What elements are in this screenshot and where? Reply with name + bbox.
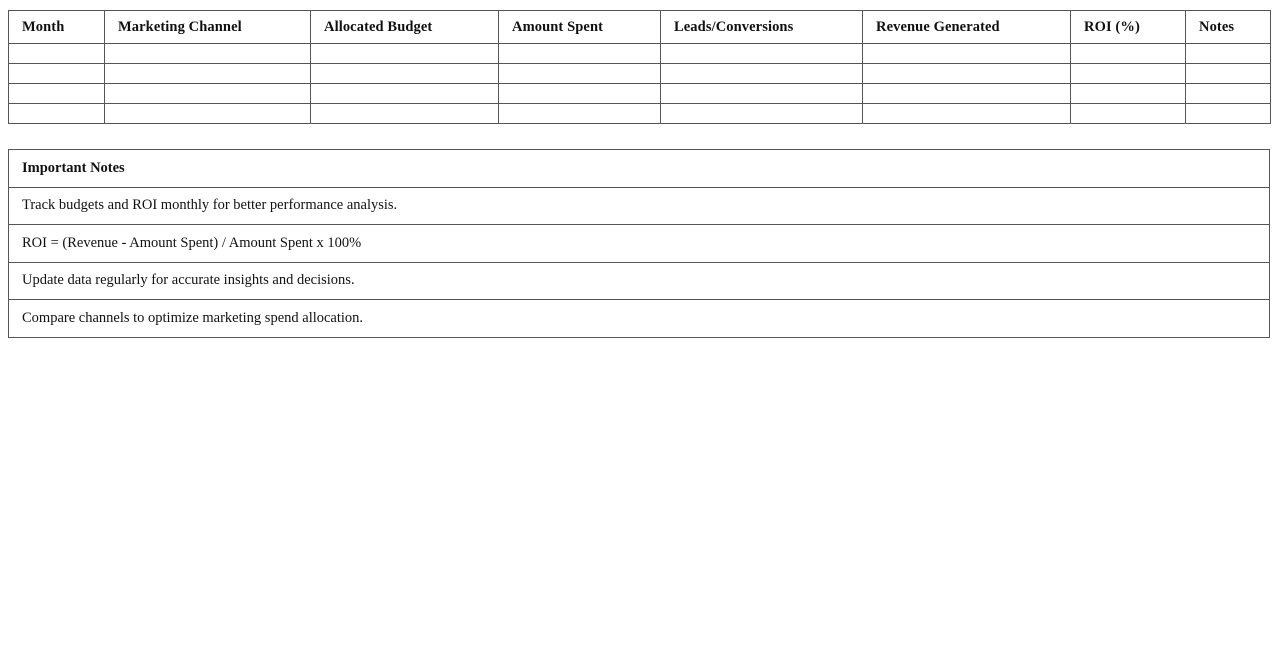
- empty-cell: [498, 43, 661, 64]
- empty-cell: [104, 43, 311, 64]
- note-item: ROI = (Revenue - Amount Spent) / Amount …: [8, 224, 1270, 263]
- budget-table-empty-row: [8, 83, 1271, 104]
- budget-table-header-row: Month Marketing Channel Allocated Budget…: [8, 10, 1271, 44]
- empty-cell: [660, 43, 863, 64]
- empty-cell: [862, 43, 1071, 64]
- budget-table-empty-row: [8, 43, 1271, 64]
- column-header-marketing-channel: Marketing Channel: [104, 10, 311, 44]
- note-item-row: Track budgets and ROI monthly for better…: [8, 186, 1270, 225]
- empty-cell: [1070, 83, 1186, 104]
- empty-cell: [1070, 63, 1186, 84]
- empty-cell: [8, 103, 105, 124]
- empty-cell: [310, 83, 499, 104]
- note-item: Track budgets and ROI monthly for better…: [8, 186, 1270, 225]
- important-notes-table: Important Notes Track budgets and ROI mo…: [8, 149, 1270, 338]
- empty-cell: [104, 83, 311, 104]
- empty-cell: [1070, 43, 1186, 64]
- empty-cell: [8, 43, 105, 64]
- empty-cell: [310, 103, 499, 124]
- empty-cell: [498, 83, 661, 104]
- notes-title-row: Important Notes: [8, 149, 1270, 188]
- budget-table-empty-row: [8, 103, 1271, 124]
- empty-cell: [862, 103, 1071, 124]
- empty-cell: [1185, 43, 1271, 64]
- note-item-row: Compare channels to optimize marketing s…: [8, 299, 1270, 338]
- column-header-month: Month: [8, 10, 105, 44]
- budget-table-body: [8, 43, 1271, 124]
- empty-cell: [862, 63, 1071, 84]
- column-header-notes: Notes: [1185, 10, 1271, 44]
- empty-cell: [1070, 103, 1186, 124]
- empty-cell: [104, 103, 311, 124]
- budget-table-empty-row: [8, 63, 1271, 84]
- empty-cell: [310, 63, 499, 84]
- empty-cell: [660, 103, 863, 124]
- column-header-amount-spent: Amount Spent: [498, 10, 661, 44]
- column-header-revenue-generated: Revenue Generated: [862, 10, 1071, 44]
- note-item-row: ROI = (Revenue - Amount Spent) / Amount …: [8, 224, 1270, 263]
- empty-cell: [660, 83, 863, 104]
- empty-cell: [1185, 63, 1271, 84]
- empty-cell: [862, 83, 1071, 104]
- empty-cell: [1185, 103, 1271, 124]
- note-item: Compare channels to optimize marketing s…: [8, 299, 1270, 338]
- empty-cell: [498, 63, 661, 84]
- empty-cell: [660, 63, 863, 84]
- empty-cell: [1185, 83, 1271, 104]
- empty-cell: [310, 43, 499, 64]
- column-header-leads-conversions: Leads/Conversions: [660, 10, 863, 44]
- empty-cell: [8, 83, 105, 104]
- empty-cell: [104, 63, 311, 84]
- note-item: Update data regularly for accurate insig…: [8, 261, 1270, 300]
- column-header-roi: ROI (%): [1070, 10, 1186, 44]
- document-page: Month Marketing Channel Allocated Budget…: [8, 10, 1271, 338]
- column-header-allocated-budget: Allocated Budget: [310, 10, 499, 44]
- empty-cell: [8, 63, 105, 84]
- notes-table-title: Important Notes: [8, 149, 1270, 188]
- note-item-row: Update data regularly for accurate insig…: [8, 261, 1270, 300]
- empty-cell: [498, 103, 661, 124]
- budget-tracker-table: Month Marketing Channel Allocated Budget…: [8, 10, 1271, 124]
